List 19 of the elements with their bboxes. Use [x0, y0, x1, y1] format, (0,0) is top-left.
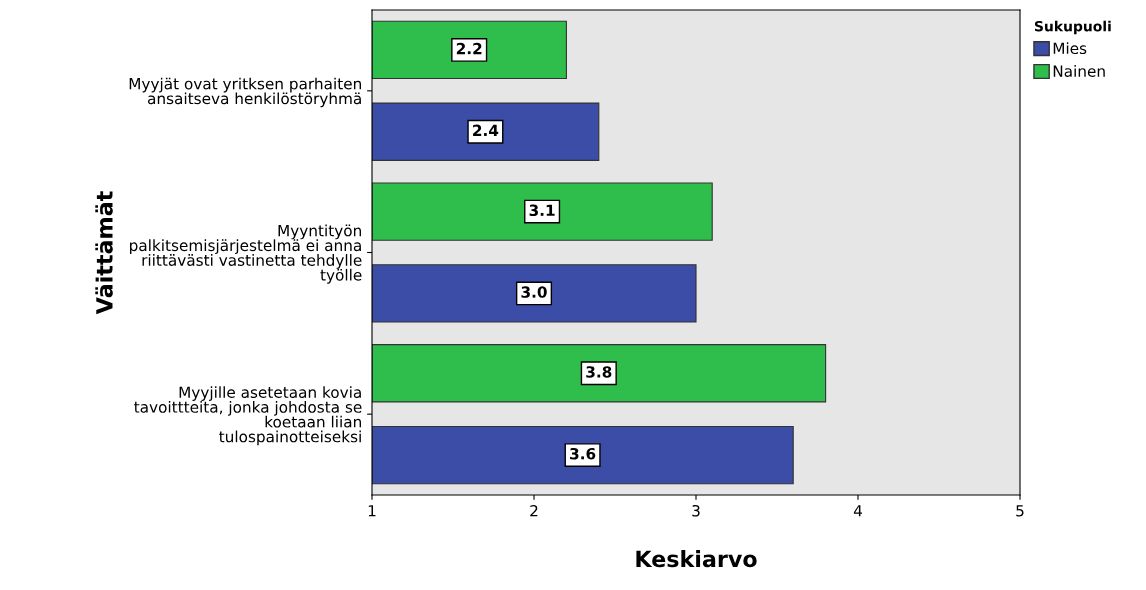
y-tick-label: Myyjät ovat yritksen parhaiten ansaitseva henkilöstöryhmä: [129, 77, 361, 108]
x-tick-label: 1: [368, 505, 376, 517]
legend-label: Nainen: [1053, 65, 1105, 77]
legend-title: Sukupuoli: [1034, 20, 1111, 35]
data-label: 3.0: [521, 286, 547, 298]
x-tick-label: 3: [692, 504, 700, 517]
data-label: 2.4: [473, 124, 499, 136]
data-label: 3.6: [570, 447, 596, 460]
data-label: 2.2: [456, 42, 482, 55]
x-axis-title: Keskiarvo: [636, 550, 757, 568]
x-tick-label: 5: [1016, 505, 1024, 517]
y-tick-label: Myyjille asetetaan kovia tavoittteita, jonka johdosta se koetaan liian tulospainotteiseksi: [134, 386, 362, 446]
x-tick-label: 2: [530, 504, 538, 517]
data-label: 3.1: [529, 204, 555, 217]
y-tick-label: Myyntityön palkitsemisjärjestelmä ei anna riittävästi vastinetta tehdylle työlle: [130, 224, 362, 284]
y-axis-title: Väittämät: [95, 191, 113, 315]
data-label: 3.8: [586, 366, 612, 378]
x-tick-label: 4: [853, 505, 862, 517]
legend-label: Mies: [1053, 42, 1087, 55]
